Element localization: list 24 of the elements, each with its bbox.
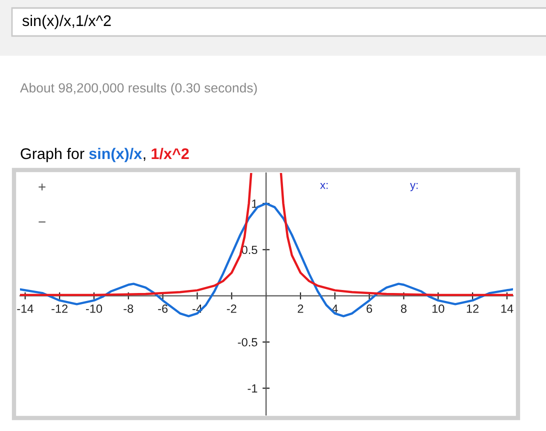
x-tick-label: 2 — [298, 304, 304, 313]
text: , — [144, 157, 146, 161]
text: 1/x^2 — [152, 148, 189, 160]
annotation: + — [38, 184, 46, 190]
y-tick-label: -0.5 — [238, 338, 258, 346]
x-tick-label: -8 — [124, 304, 134, 313]
x-tick-label: 10 — [432, 304, 444, 313]
x-tick-label: 8 — [400, 304, 406, 313]
x-tick-label: -2 — [226, 304, 236, 313]
x-tick-label: -14 — [17, 304, 34, 313]
x-tick-label: -10 — [86, 304, 102, 313]
annotation: − — [38, 221, 46, 222]
annotation: x: — [320, 183, 328, 189]
y-tick-label: -1 — [248, 384, 258, 392]
annotation: y: — [410, 183, 418, 192]
text: About 98,200,000 results (0.30 seconds) — [20, 82, 257, 96]
x-tick-label: -12 — [52, 304, 68, 313]
text: sin(x)/x,1/x^2 — [22, 14, 111, 30]
x-tick-label: 14 — [501, 304, 514, 313]
x-tick-label: 12 — [466, 304, 479, 313]
chart-title: Graph for — [20, 148, 84, 162]
x-tick-label: -6 — [158, 304, 168, 313]
x-tick-label: 6 — [366, 304, 372, 313]
text: sin(x)/x — [89, 148, 142, 162]
